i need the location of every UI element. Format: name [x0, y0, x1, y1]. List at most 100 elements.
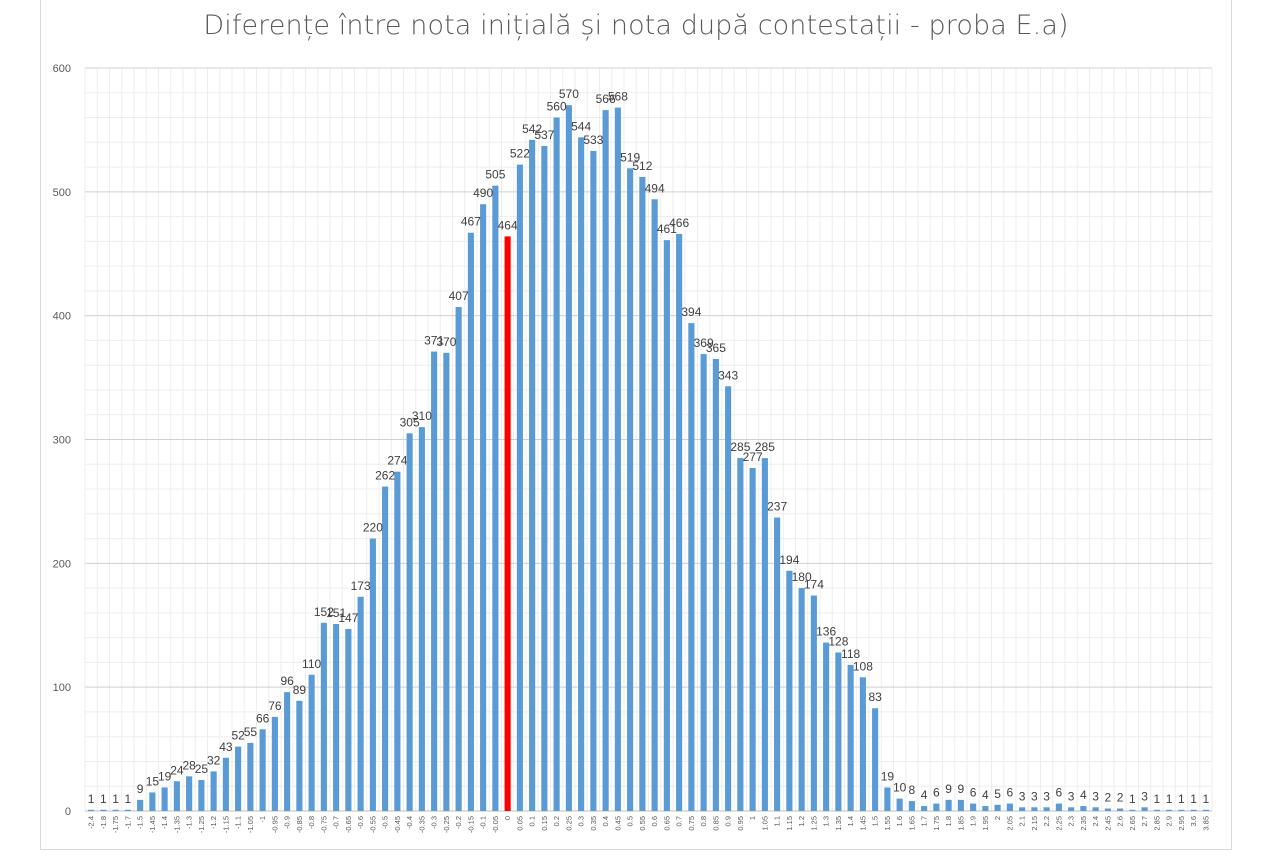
- data-label: 89: [293, 683, 307, 697]
- data-label: 43: [219, 740, 233, 754]
- data-label: 110: [302, 657, 321, 671]
- x-tick-label: 0.5: [626, 816, 635, 826]
- data-label: 151: [326, 606, 346, 620]
- data-label: 6: [970, 786, 977, 800]
- bar: [516, 164, 523, 812]
- data-label: 2: [1105, 791, 1112, 805]
- x-tick-label: 0.35: [589, 816, 598, 831]
- x-tick-label: 2.05: [1005, 816, 1014, 831]
- x-tick-label: -0.35: [417, 816, 426, 833]
- data-label: 237: [767, 500, 787, 514]
- x-tick-label: 2.6: [1116, 816, 1125, 826]
- data-label: 19: [881, 769, 895, 783]
- x-tick-label: 3.85: [1201, 816, 1210, 831]
- x-tick-label: -0.65: [344, 816, 353, 833]
- x-tick-label: -0.15: [466, 816, 475, 833]
- x-tick-label: 1.05: [760, 816, 769, 831]
- x-tick-label: -1.15: [221, 816, 230, 833]
- chart-title: Diferențe între nota inițială și nota du…: [203, 10, 1069, 41]
- bar: [259, 729, 266, 811]
- x-tick-label: 0.25: [564, 816, 573, 831]
- x-tick-label: 2.95: [1177, 816, 1186, 831]
- bar: [186, 776, 193, 811]
- bar: [761, 458, 768, 811]
- bar: [1190, 809, 1197, 811]
- x-tick-label: 1.4: [846, 816, 855, 826]
- data-label: 3: [1141, 789, 1148, 803]
- data-label: 8: [909, 783, 916, 797]
- bar: [88, 809, 95, 811]
- x-tick-label: -1.2: [209, 816, 218, 829]
- x-axis: -2.4 -1.8 -1.75 -1.7 -1.5 -1.45 -1.4 -1.35 -1.3-…: [87, 816, 1211, 833]
- x-tick-label: 0.45: [613, 816, 622, 831]
- bar: [173, 781, 180, 811]
- x-tick-label: 3.6: [1189, 816, 1198, 826]
- data-label: 24: [170, 763, 184, 777]
- bar: [896, 798, 903, 811]
- data-label: 174: [804, 578, 824, 592]
- data-label: 505: [485, 168, 505, 182]
- x-tick-label: 0.85: [711, 816, 720, 831]
- x-tick-label: 1.6: [895, 816, 904, 826]
- y-tick-label: 200: [53, 558, 71, 570]
- x-tick-label: 1.3: [822, 816, 831, 826]
- x-tick-label: 0.65: [662, 816, 671, 831]
- data-label: 1: [1154, 792, 1161, 806]
- bar: [590, 150, 597, 812]
- data-label: 1: [1178, 792, 1185, 806]
- x-tick-label: 1: [748, 816, 757, 820]
- bar: [124, 809, 131, 811]
- bar: [369, 538, 376, 811]
- data-label: 1: [125, 792, 132, 806]
- bar: [1043, 807, 1050, 811]
- bar: [320, 622, 327, 811]
- bar: [908, 801, 915, 811]
- bar: [394, 471, 401, 811]
- data-label: 1: [88, 792, 95, 806]
- data-label: 371: [424, 334, 444, 348]
- data-label: 4: [982, 788, 989, 802]
- data-label: 9: [945, 782, 952, 796]
- data-label: 3: [1068, 789, 1075, 803]
- bar: [1019, 807, 1026, 811]
- bar: [137, 799, 144, 811]
- x-tick-label: 1.8: [944, 816, 953, 826]
- x-tick-label: 2: [993, 816, 1002, 820]
- bar: [798, 588, 805, 811]
- bar: [149, 792, 156, 811]
- x-tick-label: -0.1: [479, 816, 488, 829]
- data-label: 519: [620, 150, 640, 164]
- x-tick-label: -1.35: [172, 816, 181, 833]
- y-tick-label: 500: [53, 187, 71, 199]
- data-label: 118: [841, 647, 860, 661]
- bar: [198, 780, 205, 811]
- bar: [1153, 809, 1160, 811]
- bar: [284, 692, 291, 811]
- bar: [222, 757, 229, 811]
- data-label: 2: [1117, 791, 1124, 805]
- data-label: 96: [280, 674, 294, 688]
- x-tick-label: -1.8: [99, 816, 108, 829]
- x-tick-label: -1.5: [136, 816, 145, 829]
- data-label: 1: [1129, 792, 1136, 806]
- bar: [1068, 807, 1075, 811]
- bar: [700, 354, 707, 811]
- data-label: 6: [1056, 786, 1063, 800]
- bar: [639, 176, 646, 811]
- bar: [970, 803, 977, 811]
- data-label: 533: [583, 133, 603, 147]
- x-tick-label: 0.3: [577, 816, 586, 826]
- data-label: 285: [730, 440, 750, 454]
- x-tick-label: 1.35: [834, 816, 843, 831]
- bar: [333, 624, 340, 811]
- bar: [774, 517, 781, 811]
- x-tick-label: 1.15: [785, 816, 794, 831]
- y-tick-label: 0: [65, 806, 71, 818]
- bar: [725, 386, 732, 811]
- data-label: 76: [268, 699, 282, 713]
- data-label: 570: [559, 87, 579, 101]
- bar: [602, 110, 609, 811]
- bar: [443, 352, 450, 811]
- bar: [541, 146, 548, 811]
- data-label: 180: [792, 570, 812, 584]
